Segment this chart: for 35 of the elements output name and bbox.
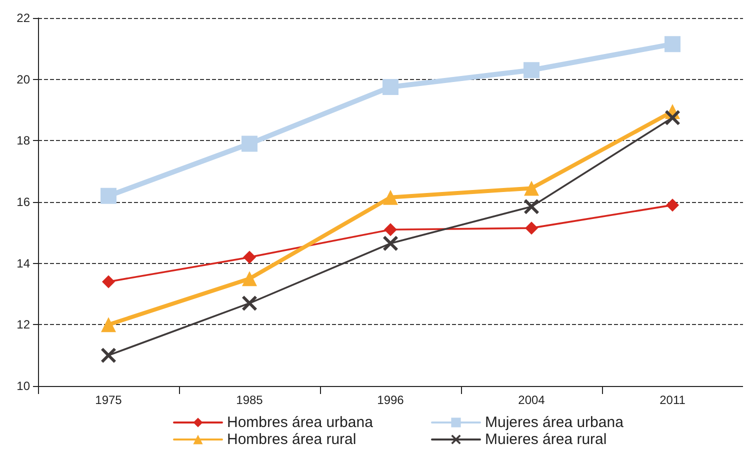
point: [664, 36, 680, 52]
point: [524, 180, 539, 196]
y-tick-label: 14: [16, 256, 30, 270]
point: [100, 188, 116, 204]
point: [242, 296, 257, 311]
point: [665, 110, 680, 126]
x-tick-label: 1996: [377, 393, 404, 407]
x-tick-label: 2011: [660, 393, 686, 407]
legend-label: Hombres área rural: [227, 431, 356, 448]
point: [383, 190, 398, 205]
x-tick-label: 1975: [95, 393, 122, 407]
y-tick-label: 18: [16, 134, 30, 148]
point: [383, 236, 398, 251]
point: [101, 317, 116, 332]
point: [242, 136, 258, 152]
point: [102, 275, 115, 288]
y-tick-label: 10: [16, 379, 30, 393]
y-tick-label: 20: [16, 72, 30, 86]
point: [666, 198, 679, 212]
legend-label: Muieres área rural: [485, 431, 607, 448]
point: [525, 222, 538, 235]
point: [382, 79, 398, 95]
y-tick-label: 12: [16, 318, 30, 332]
x-tick-label: 1985: [236, 393, 264, 407]
point: [243, 250, 256, 264]
point: [242, 271, 257, 286]
y-tick-label: 22: [16, 11, 30, 25]
legend-label: Hombres área urbana: [227, 414, 374, 431]
point: [384, 223, 397, 236]
x-tick-label: 2004: [518, 393, 546, 407]
point: [524, 199, 539, 214]
y-tick-label: 16: [16, 195, 30, 209]
point: [101, 348, 116, 363]
point: [524, 62, 540, 78]
legend-label: Mujeres área urbana: [485, 414, 624, 431]
